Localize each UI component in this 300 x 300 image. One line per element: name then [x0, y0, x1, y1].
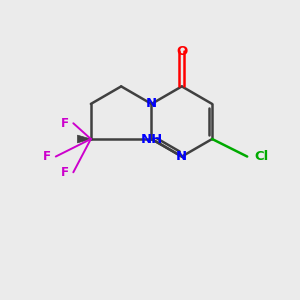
- Text: F: F: [43, 150, 51, 163]
- Text: Cl: Cl: [255, 150, 269, 163]
- Text: N: N: [146, 98, 157, 110]
- Text: F: F: [61, 166, 69, 179]
- Text: F: F: [61, 117, 69, 130]
- Text: O: O: [176, 45, 188, 58]
- Text: NH: NH: [140, 133, 163, 146]
- Polygon shape: [77, 135, 91, 143]
- Text: N: N: [176, 150, 188, 163]
